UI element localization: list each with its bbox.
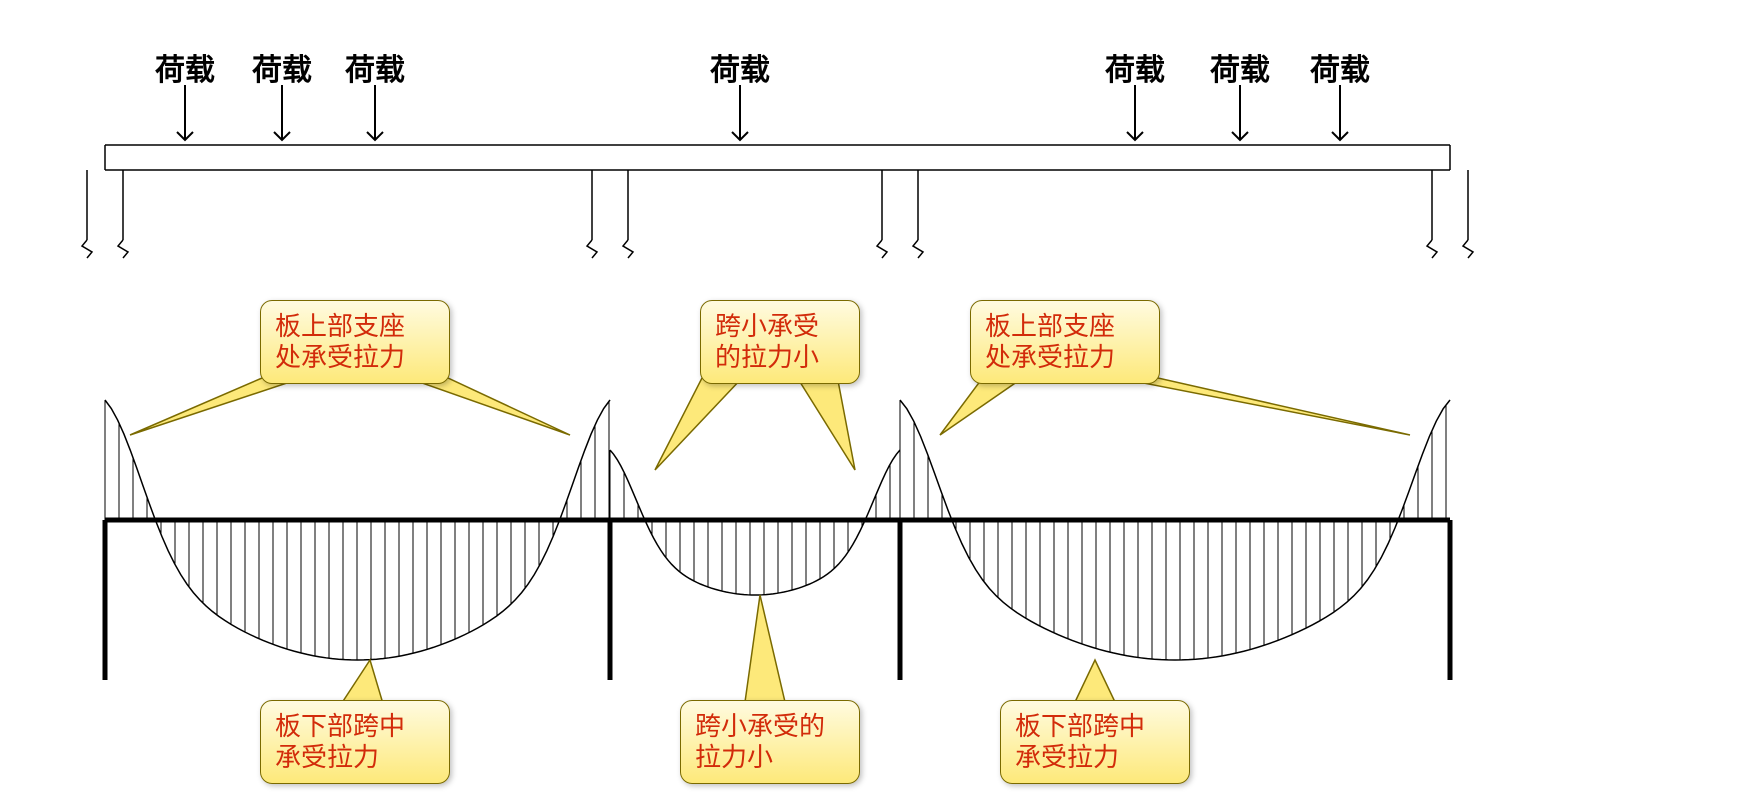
diagram-svg	[0, 0, 1753, 796]
diagram-root: 荷载荷载荷载荷载荷载荷载荷载板上部支座处承受拉力跨小承受的拉力小板上部支座处承受…	[0, 0, 1753, 796]
callout-line: 拉力小	[695, 742, 845, 773]
callout-c6: 板下部跨中承受拉力	[1000, 700, 1190, 784]
callout-line: 板上部支座	[985, 311, 1145, 342]
callout-c1: 板上部支座处承受拉力	[260, 300, 450, 384]
load-label: 荷载	[252, 45, 312, 89]
callout-c5: 跨小承受的拉力小	[680, 700, 860, 784]
load-label: 荷载	[710, 45, 770, 89]
load-label: 荷载	[345, 45, 405, 89]
callout-line: 跨小承受	[715, 311, 845, 342]
callout-line: 处承受拉力	[275, 342, 435, 373]
callout-line: 的拉力小	[715, 342, 845, 373]
callout-line: 板下部跨中	[275, 711, 435, 742]
callout-line: 承受拉力	[1015, 742, 1175, 773]
callout-line: 跨小承受的	[695, 711, 845, 742]
callout-line: 板下部跨中	[1015, 711, 1175, 742]
load-label: 荷载	[1105, 45, 1165, 89]
load-label: 荷载	[1210, 45, 1270, 89]
callout-c3: 板上部支座处承受拉力	[970, 300, 1160, 384]
callout-line: 板上部支座	[275, 311, 435, 342]
load-label: 荷载	[1310, 45, 1370, 89]
load-label: 荷载	[155, 45, 215, 89]
callout-c4: 板下部跨中承受拉力	[260, 700, 450, 784]
callout-c2: 跨小承受的拉力小	[700, 300, 860, 384]
callout-line: 处承受拉力	[985, 342, 1145, 373]
callout-line: 承受拉力	[275, 742, 435, 773]
